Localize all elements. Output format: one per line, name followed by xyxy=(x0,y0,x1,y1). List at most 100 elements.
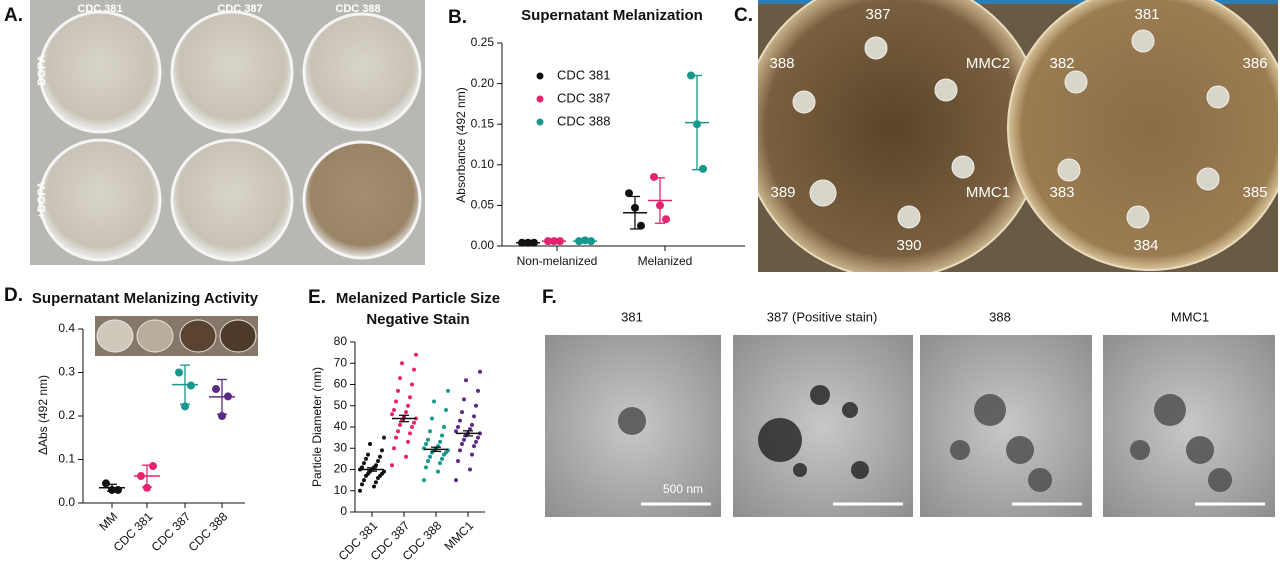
data-point xyxy=(175,368,183,377)
well xyxy=(170,138,294,262)
panel-label: A. xyxy=(4,5,23,26)
data-point xyxy=(366,452,370,457)
data-point xyxy=(400,361,404,366)
well xyxy=(38,138,162,262)
data-point xyxy=(442,425,446,429)
data-point xyxy=(362,478,366,483)
well xyxy=(302,12,422,132)
y-axis-label: ΔAbs (492 nm) xyxy=(36,375,50,455)
disk xyxy=(1064,70,1088,94)
data-point xyxy=(476,388,480,393)
data-point xyxy=(460,410,464,415)
legend-label: CDC 387 xyxy=(557,90,610,105)
particle-cluster xyxy=(1186,436,1214,464)
spot-label: 383 xyxy=(1049,184,1074,201)
plate xyxy=(758,0,1044,272)
x-tick-label: CDC 381 xyxy=(111,509,156,554)
data-point xyxy=(380,448,384,453)
data-point xyxy=(422,478,426,483)
data-point xyxy=(436,469,440,474)
data-point xyxy=(390,463,394,468)
y-tick-label: 0.10 xyxy=(471,157,495,171)
panel-label: B. xyxy=(448,7,467,28)
data-point xyxy=(456,459,460,463)
data-point xyxy=(460,442,464,446)
particle-cluster xyxy=(842,402,858,418)
y-tick-label: 60 xyxy=(334,377,348,391)
particle-cluster xyxy=(1208,468,1232,492)
data-point xyxy=(428,454,432,459)
data-point xyxy=(438,461,442,466)
scale-bar-label: 500 nm xyxy=(663,482,703,496)
data-point xyxy=(378,454,382,459)
particle-cluster xyxy=(618,407,646,435)
data-point xyxy=(662,215,670,224)
particle-cluster xyxy=(1130,440,1150,460)
disk xyxy=(1206,85,1230,109)
data-point xyxy=(432,399,436,404)
y-tick-label: 0.0 xyxy=(58,495,75,509)
y-tick-label: 0.3 xyxy=(58,365,75,379)
data-point xyxy=(392,408,396,412)
data-point xyxy=(464,378,468,383)
spot-label: 385 xyxy=(1242,184,1267,201)
disk xyxy=(1131,29,1155,53)
x-tick-label: Melanized xyxy=(638,254,693,268)
y-tick-label: 70 xyxy=(334,355,348,369)
legend-marker xyxy=(536,95,544,103)
chart-title: Supernatant Melanization xyxy=(521,7,703,24)
spot-label: 386 xyxy=(1242,55,1267,72)
x-tick-label: CDC 387 xyxy=(149,509,194,554)
data-point xyxy=(446,388,450,393)
data-point xyxy=(102,479,110,488)
data-point xyxy=(396,429,400,434)
data-point xyxy=(454,429,458,434)
data-point xyxy=(149,462,157,471)
data-point xyxy=(458,418,462,423)
image-label: 381 xyxy=(621,309,643,324)
particle-cluster xyxy=(974,394,1006,426)
spot-label: 389 xyxy=(770,184,795,201)
data-point xyxy=(406,403,410,408)
well xyxy=(170,10,294,134)
disk xyxy=(1057,158,1081,182)
spot-label: 388 xyxy=(769,55,794,72)
y-tick-label: 40 xyxy=(334,419,348,433)
inset-well xyxy=(96,319,134,353)
disk xyxy=(1196,167,1220,191)
data-point xyxy=(468,467,472,472)
inset-well xyxy=(179,319,217,353)
data-point xyxy=(454,478,458,483)
data-point xyxy=(358,488,362,493)
legend-marker xyxy=(536,118,544,126)
y-tick-label: 0.1 xyxy=(58,452,75,466)
particle-cluster xyxy=(793,463,807,477)
data-point xyxy=(360,465,364,470)
data-point xyxy=(650,172,658,181)
column-label: CDC 388 xyxy=(335,3,380,15)
image-label: 388 xyxy=(989,309,1011,324)
y-tick-label: 10 xyxy=(334,483,348,497)
data-point xyxy=(382,469,386,474)
spot-label: 382 xyxy=(1049,55,1074,72)
particle-cluster xyxy=(810,385,830,405)
data-point xyxy=(412,367,416,372)
data-point xyxy=(478,369,482,374)
spot-label: 384 xyxy=(1133,237,1158,254)
data-point xyxy=(372,484,376,489)
spot-label: 387 xyxy=(865,6,890,23)
data-point xyxy=(462,397,466,402)
y-tick-label: 0.20 xyxy=(471,76,495,90)
disk xyxy=(864,36,888,60)
column-label: CDC 387 xyxy=(217,3,262,15)
data-point xyxy=(410,425,414,429)
data-point xyxy=(410,382,414,387)
data-point xyxy=(398,422,402,427)
inset-well xyxy=(219,319,257,353)
legend-label: CDC 381 xyxy=(557,67,610,82)
agar-photo xyxy=(758,0,1278,272)
data-point xyxy=(456,425,460,429)
spot-label: MMC2 xyxy=(966,55,1010,72)
data-point xyxy=(392,446,396,451)
y-tick-label: 80 xyxy=(334,334,348,348)
